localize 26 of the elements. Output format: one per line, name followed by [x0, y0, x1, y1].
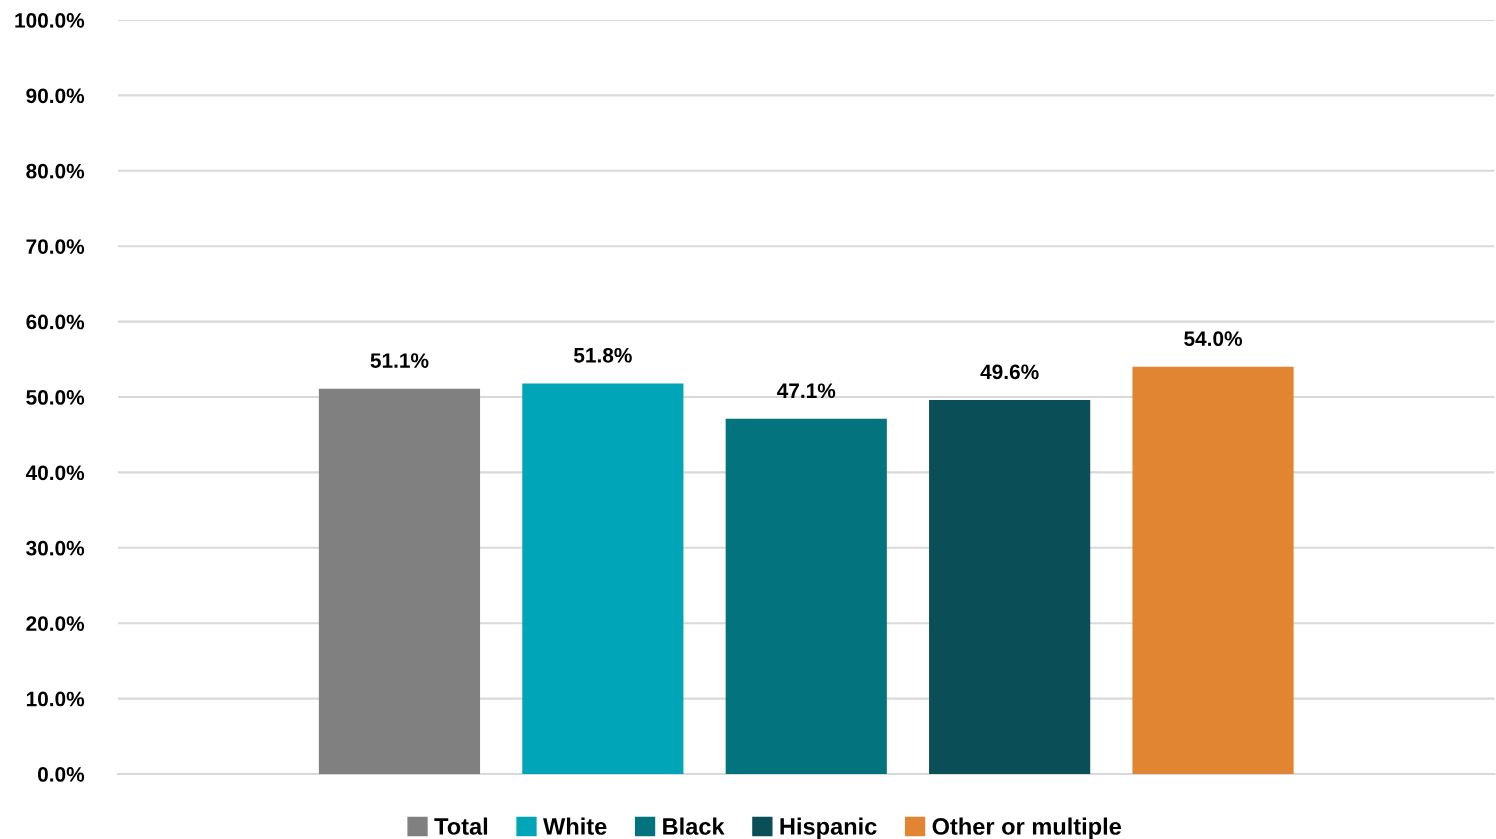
y-tick-label: 80.0% — [26, 163, 85, 179]
y-tick-label: 10.0% — [26, 691, 85, 707]
legend-label: White — [543, 817, 607, 835]
y-tick-label: 20.0% — [26, 616, 85, 631]
bar — [725, 418, 887, 774]
legend-label: Hispanic — [780, 817, 877, 839]
y-tick-label: 50.0% — [26, 390, 85, 405]
y-tick-label: 90.0% — [26, 88, 85, 104]
bar — [929, 400, 1091, 774]
data-label: 51.1% — [370, 353, 429, 368]
y-tick-label: 0.0% — [38, 767, 85, 782]
data-label: 47.1% — [777, 383, 836, 399]
y-tick-label: 60.0% — [26, 314, 85, 330]
y-tick-label: 30.0% — [26, 540, 85, 556]
y-tick-label: 70.0% — [26, 239, 85, 254]
data-label: 51.8% — [573, 347, 632, 363]
legend-label: Other or multiple — [932, 817, 1122, 839]
y-tick-label: 40.0% — [25, 465, 85, 481]
data-label: 49.6% — [980, 364, 1039, 380]
bar — [522, 383, 684, 774]
data-label: 54.0% — [1184, 331, 1243, 347]
legend-label: Black — [663, 817, 725, 835]
legend-label: Total — [434, 817, 488, 835]
bar — [318, 388, 481, 774]
y-tick-label: 100.0% — [15, 13, 85, 28]
bar — [1132, 366, 1294, 774]
